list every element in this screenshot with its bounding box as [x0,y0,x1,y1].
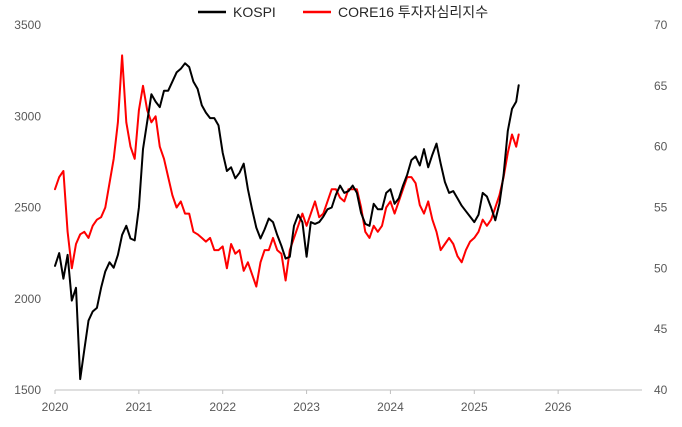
x-tick-label: 2025 [461,400,488,414]
y-right-tick-label: 55 [654,201,668,215]
legend: KOSPI CORE16 투자자심리지수 [198,4,488,20]
x-axis: 2020 2021 2022 2023 2024 2025 2026 [42,389,642,414]
y-right-tick-label: 60 [654,140,668,154]
y-axis-right: 40 45 50 55 60 65 70 [654,18,668,397]
legend-label-core16: CORE16 투자자심리지수 [338,4,488,20]
y-right-tick-label: 50 [654,261,668,275]
y-right-tick-label: 45 [654,322,668,336]
y-right-tick-label: 40 [654,383,668,397]
x-tick-label: 2020 [42,400,69,414]
y-left-tick-label: 3500 [14,18,41,32]
y-left-tick-label: 2500 [14,201,41,215]
x-tick-label: 2024 [377,400,404,414]
x-tick-label: 2021 [126,400,153,414]
series-line-core16 [54,54,520,288]
x-tick-label: 2022 [209,400,236,414]
series-line-kospi [54,62,520,381]
y-right-tick-label: 70 [654,18,668,32]
legend-label-kospi: KOSPI [233,4,276,20]
y-left-tick-label: 1500 [14,383,41,397]
y-axis-left: 1500 2000 2500 3000 3500 [14,18,41,397]
y-left-tick-label: 3000 [14,109,41,123]
x-tick-label: 2026 [545,400,572,414]
x-tick-label: 2023 [293,400,320,414]
y-left-tick-label: 2000 [14,292,41,306]
y-right-tick-label: 65 [654,79,668,93]
series-layer [54,54,520,381]
